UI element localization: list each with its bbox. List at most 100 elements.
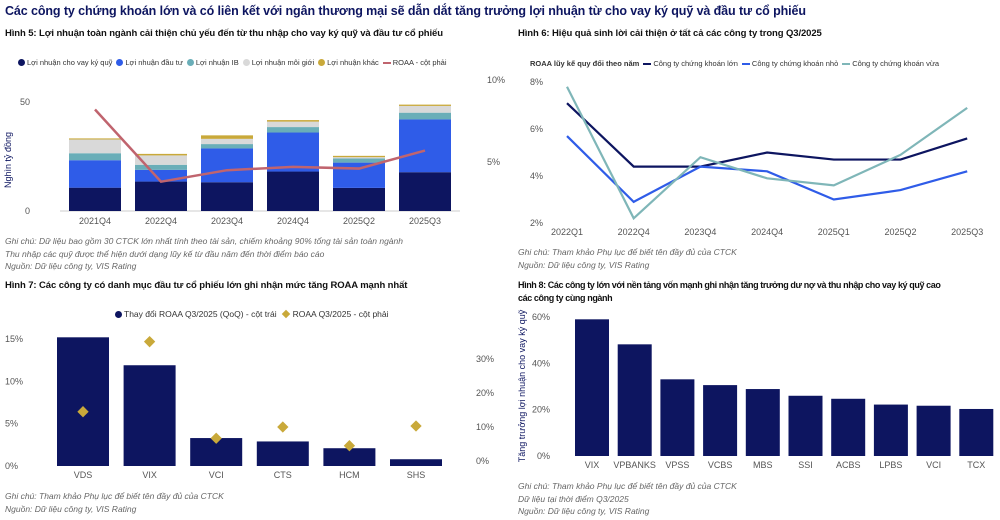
legend-label: Lợi nhuận khác: [327, 58, 379, 67]
bar: [873, 404, 908, 456]
bar: [745, 389, 780, 456]
bar-segment: [135, 181, 187, 211]
legend-item: Lợi nhuận môi giới: [242, 58, 314, 67]
note-line: Ghi chú: Dữ liệu bao gồm 30 CTCK lớn nhấ…: [5, 236, 403, 246]
x-tick-label: VDS: [74, 470, 93, 480]
series-line: [566, 135, 968, 204]
x-tick-label: 2025Q2: [884, 227, 916, 237]
y-axis-label: Nghìn tỷ đồng: [3, 132, 13, 188]
note-line: Nguồn: Dữ liệu công ty, VIS Rating: [5, 503, 137, 514]
y-tick-label: 50: [20, 97, 30, 107]
x-tick-label: TCX: [967, 460, 985, 470]
series-line: [566, 86, 968, 221]
note-line: Ghi chú: Tham khảo Phụ lục để biết tên đ…: [518, 247, 737, 257]
diamond-point: [143, 336, 156, 348]
fig8-heading: Hình 8: Các công ty lớn với nền tảng vốn…: [518, 280, 941, 290]
bar: [323, 448, 376, 466]
legend-label: Công ty chứng khoán vừa: [852, 59, 940, 68]
x-tick-label: 2022Q1: [551, 227, 583, 237]
fig6-notes: Ghi chú: Tham khảo Phụ lục để biết tên đ…: [518, 246, 737, 271]
bar: [959, 408, 994, 456]
y2-tick-label: 30%: [476, 354, 494, 364]
note-line: Ghi chú: Tham khảo Phụ lục để biết tên đ…: [518, 481, 737, 491]
y2-tick-label: 0%: [476, 456, 489, 466]
x-tick-label: VPSS: [665, 460, 689, 470]
y-tick-label: 0: [25, 206, 30, 216]
y-tick-label: 0%: [5, 461, 18, 471]
fig5-notes: Ghi chú: Dữ liệu bao gồm 30 CTCK lớn nhấ…: [5, 235, 403, 273]
legend-item: Lợi nhuận cho vay ký quỹ: [18, 58, 112, 67]
y2-tick-label: 10%: [476, 422, 494, 432]
bar: [123, 365, 176, 466]
y-tick-label: 2%: [530, 218, 543, 228]
bar-segment: [399, 172, 451, 211]
bar-segment: [267, 127, 319, 133]
legend-item: Lợi nhuận đầu tư: [116, 58, 183, 67]
bar-segment: [201, 135, 253, 139]
bar: [57, 337, 109, 466]
note-line: Ghi chú: Tham khảo Phụ lục để biết tên đ…: [5, 491, 224, 501]
x-tick-label: 2025Q3: [409, 216, 441, 226]
diamond-point: [210, 432, 222, 444]
bar-segment: [333, 155, 385, 158]
note-line: Nguồn: Dữ liệu công ty, VIS Rating: [518, 506, 650, 516]
legend-label: Công ty chứng khoán lớn: [653, 59, 738, 68]
y2-tick-label: 20%: [476, 388, 494, 398]
roaa-line: [94, 108, 426, 184]
legend-swatch: [842, 62, 851, 65]
fig7-legend: Thay đổi ROAA Q3/2025 (QoQ) - cột trái R…: [115, 309, 389, 319]
x-tick-label: 2022Q4: [145, 216, 177, 226]
y-tick-label: 10%: [5, 376, 23, 386]
legend-item: ROAA Q3/2025 - cột phải: [281, 309, 389, 319]
legend-label: Thay đổi ROAA Q3/2025 (QoQ) - cột trái: [124, 309, 277, 319]
x-tick-label: HCM: [339, 470, 360, 480]
legend-swatch: [382, 61, 391, 64]
bar-segment: [201, 182, 253, 211]
y-tick-label: 8%: [530, 77, 543, 87]
y-tick-label: 40%: [532, 358, 550, 368]
legend-label: Lợi nhuận IB: [195, 58, 239, 67]
x-tick-label: CTS: [274, 470, 292, 480]
bar-segment: [399, 112, 451, 120]
x-tick-label: 2023Q4: [684, 227, 716, 237]
bar-segment: [333, 187, 385, 211]
diamond-point: [410, 420, 422, 432]
x-tick-label: VPBANKS: [613, 460, 656, 470]
note-line: Dữ liệu tại thời điểm Q3/2025: [518, 493, 629, 504]
bar-segment: [267, 120, 319, 122]
note-line: Thu nhập các quỹ được thể hiện dưới dạng…: [5, 248, 325, 259]
x-tick-label: 2025Q2: [343, 216, 375, 226]
diamond-point: [277, 421, 289, 433]
y-tick-label: 60%: [532, 312, 550, 322]
bar-segment: [69, 187, 121, 211]
bar-segment: [267, 171, 319, 211]
x-tick-label: 2024Q4: [277, 216, 309, 226]
bar: [788, 395, 823, 456]
fig6-heading: Hình 6: Hiệu quả sinh lời cải thiện ở tấ…: [518, 28, 822, 39]
diamond-point: [343, 440, 356, 452]
bar: [703, 385, 738, 456]
legend-swatch: [186, 59, 194, 66]
legend-swatch: [643, 62, 652, 65]
legend-item: Thay đổi ROAA Q3/2025 (QoQ) - cột trái: [115, 309, 277, 319]
bar: [660, 379, 695, 456]
bar-segment: [201, 144, 253, 149]
note-line: Nguồn: Dữ liệu công ty, VIS Rating: [518, 259, 650, 270]
bar-segment: [135, 164, 187, 170]
y-tick-label: 6%: [530, 124, 543, 134]
legend-item: ROAA - cột phải: [382, 58, 447, 67]
y-tick-label: 20%: [532, 405, 550, 415]
x-tick-label: VCI: [209, 470, 224, 480]
legend-swatch: [116, 59, 124, 66]
legend-swatch: [115, 310, 122, 318]
x-tick-label: 2024Q4: [751, 227, 783, 237]
legend-item: Công ty chứng khoán vừa: [842, 59, 939, 68]
legend-item: Lợi nhuận IB: [186, 58, 239, 67]
x-tick-label: 2023Q4: [211, 216, 243, 226]
bar-segment: [69, 160, 121, 188]
bar-segment: [69, 153, 121, 161]
page-title: Các công ty chứng khoán lớn và có liên k…: [5, 4, 806, 18]
y-tick-label: 0%: [537, 451, 550, 461]
legend-label: Lợi nhuận đầu tư: [125, 58, 183, 67]
